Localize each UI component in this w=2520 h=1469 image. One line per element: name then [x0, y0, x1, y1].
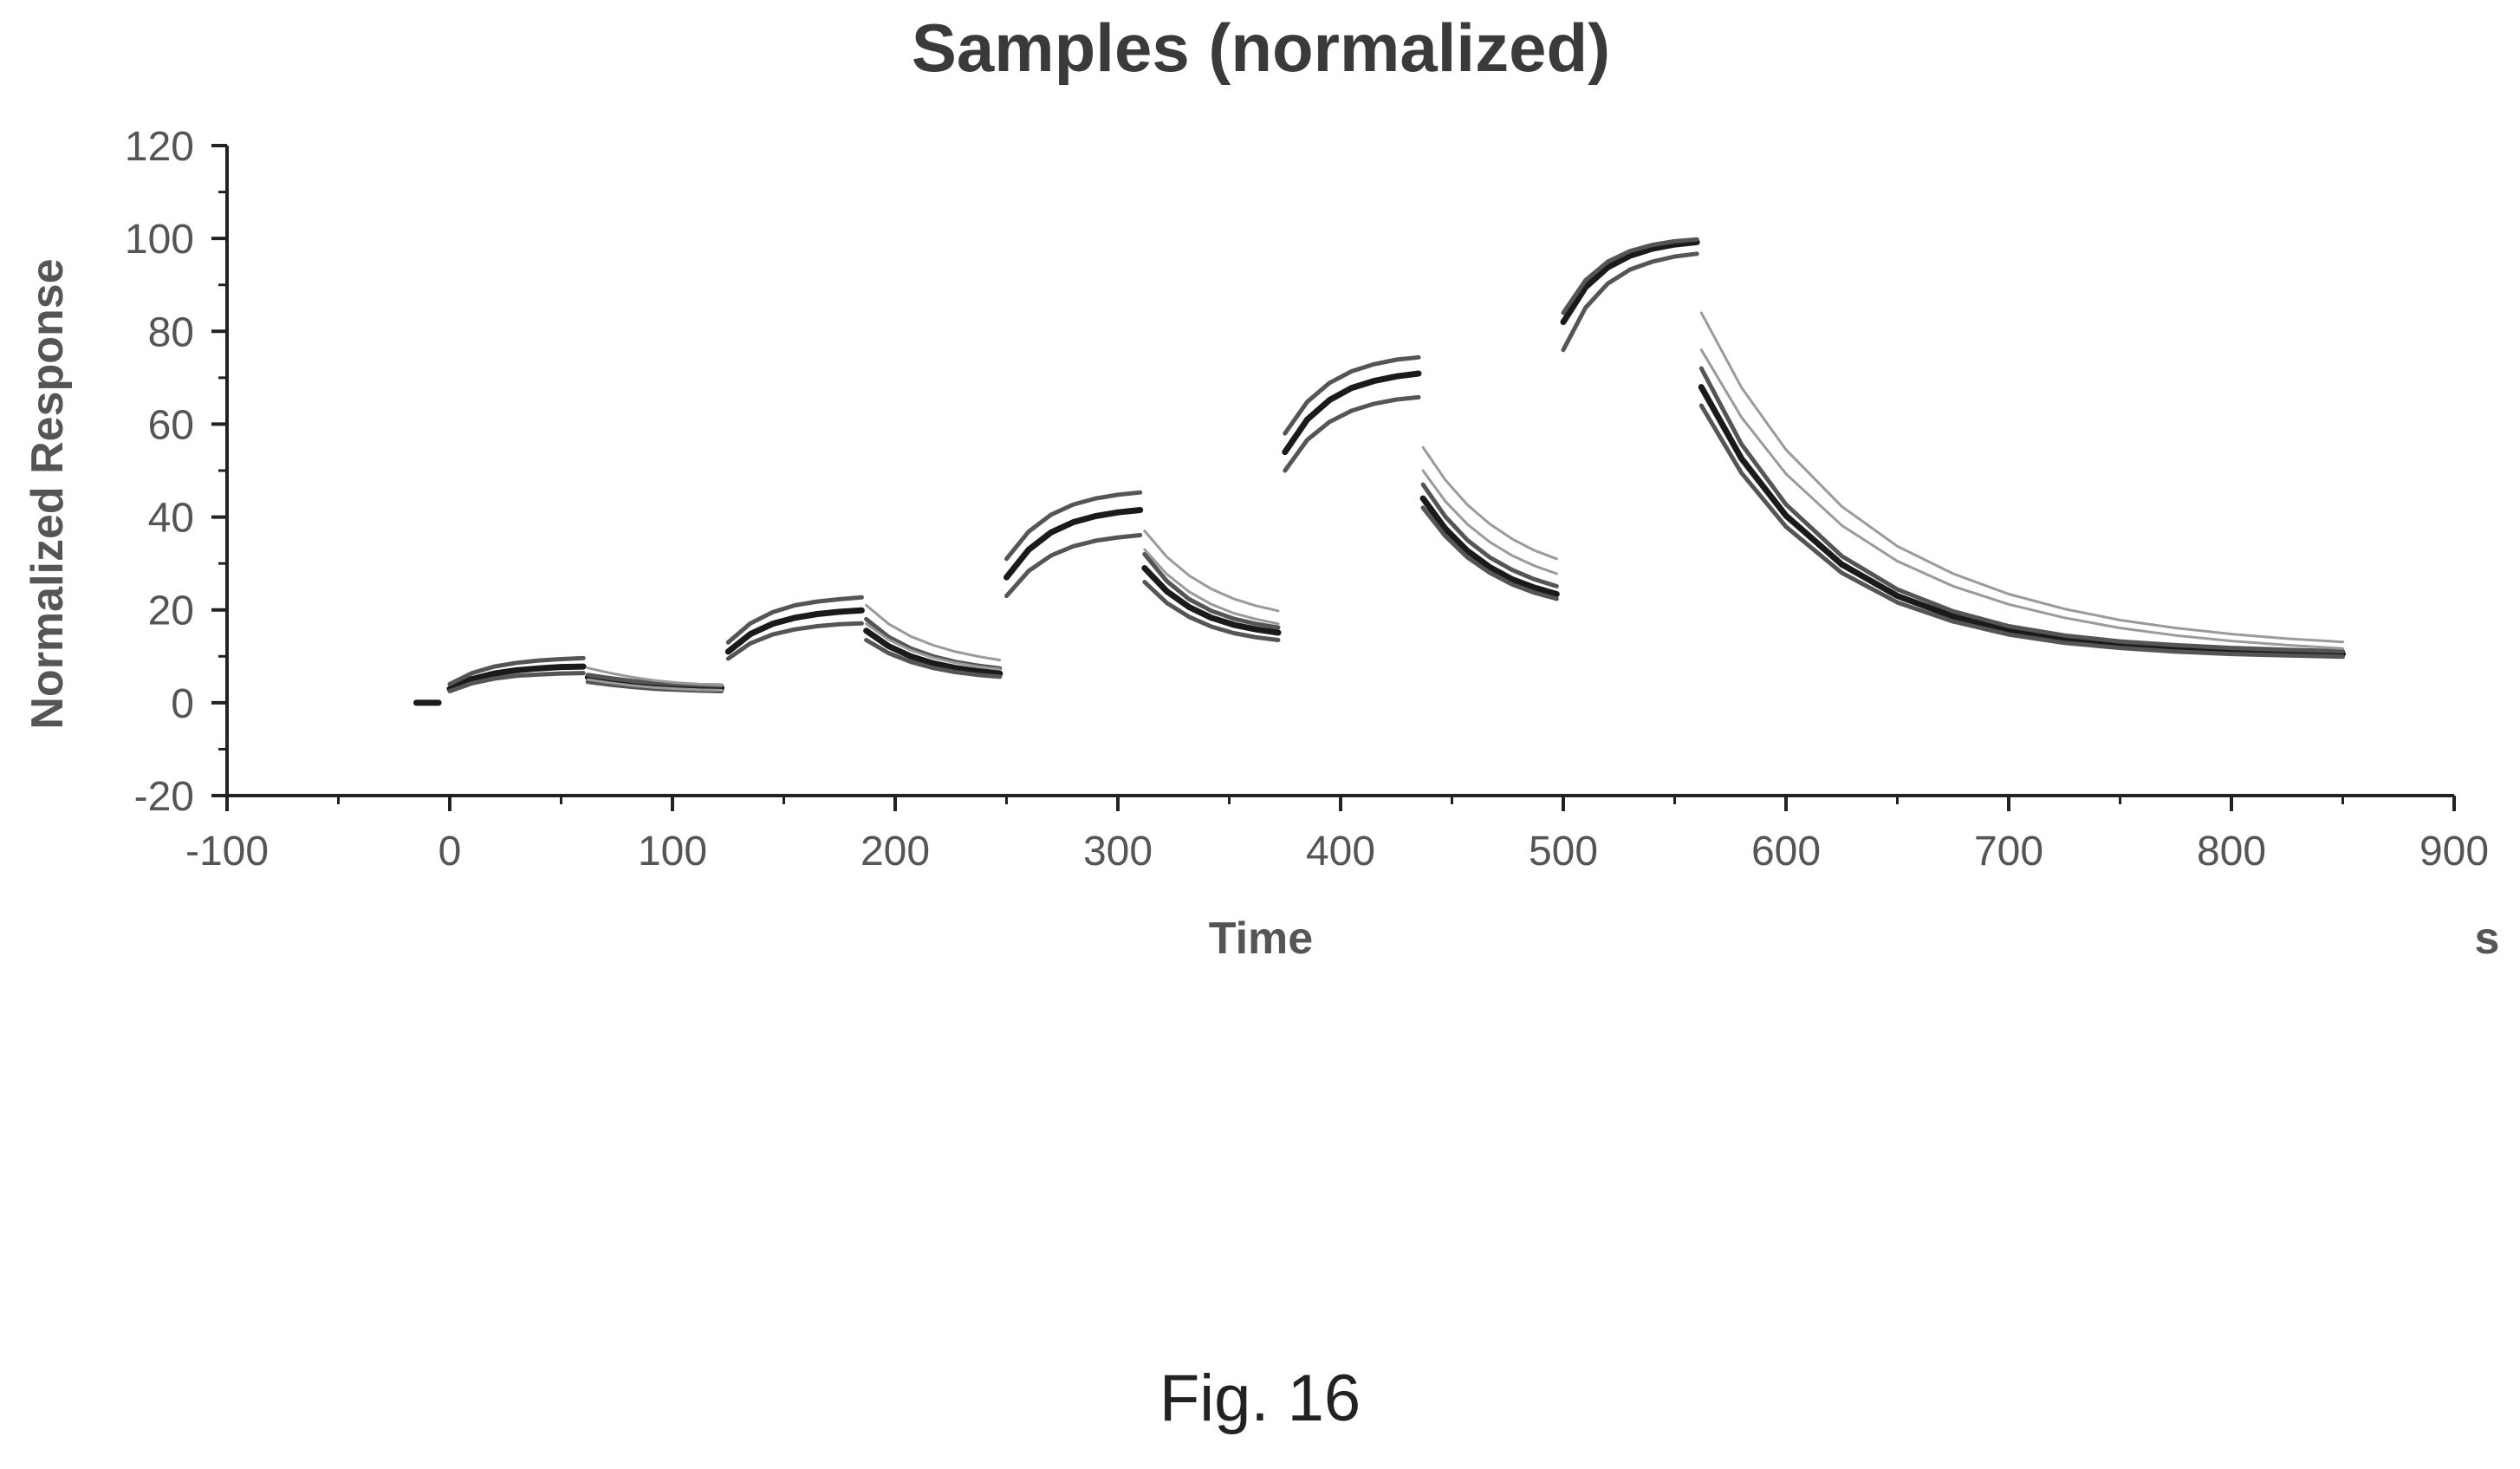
- x-axis-unit: s: [2475, 913, 2500, 964]
- series-1-segment-7: [1141, 565, 1282, 636]
- series-4-segment-2: [865, 603, 1002, 662]
- chart: Samples (normalized) -100 0 100 200 300 400 50…: [23, 10, 2500, 964]
- series-5-segment-3: [1143, 548, 1280, 626]
- series-3-segment-9: [1561, 251, 1699, 353]
- series-2-segment-8: [1420, 482, 1559, 588]
- series-4-segment-3: [1143, 530, 1280, 613]
- series-2-segment-5: [1004, 490, 1143, 562]
- x-tick-label: 300: [1083, 829, 1153, 874]
- series-5-segment-1: [586, 678, 723, 692]
- series-5-segment-4: [1421, 469, 1558, 575]
- series-2-segment-7: [1283, 354, 1421, 436]
- series-3-segment-4: [864, 638, 1003, 679]
- y-tick-label: 120: [125, 124, 194, 170]
- series-1-segment-9: [1419, 495, 1560, 597]
- series-3-segment-8: [1420, 505, 1559, 601]
- x-tick-label: 900: [2419, 829, 2489, 874]
- series-3: [447, 251, 2345, 693]
- series-1-segment-6: [1003, 507, 1144, 581]
- series-4-segment-5: [1699, 311, 2344, 644]
- series-2: [447, 237, 2345, 688]
- sensorgram-curves: [413, 237, 2346, 706]
- series-2-segment-6: [1142, 551, 1281, 630]
- series-2-segment-1: [447, 655, 586, 686]
- y-axis-label: Normalized Response: [23, 258, 73, 729]
- series-4: [586, 311, 2344, 686]
- series-3-segment-7: [1283, 394, 1421, 473]
- series-1-segment-3: [584, 673, 724, 692]
- series-1-segment-2: [446, 663, 587, 692]
- x-tick-label: 400: [1306, 829, 1375, 874]
- x-tick-label: 800: [2197, 829, 2266, 874]
- series-1-segment-8: [1282, 370, 1422, 456]
- figure-caption: Fig. 16: [1159, 1362, 1361, 1435]
- x-tick-label: 500: [1529, 829, 1598, 874]
- series-3-segment-10: [1698, 403, 2345, 660]
- chart-title: Samples (normalized): [912, 10, 1610, 86]
- x-tick-label: -100: [185, 829, 269, 874]
- x-tick-label: 200: [861, 829, 930, 874]
- series-5: [586, 348, 2344, 692]
- y-tick-label: 100: [125, 217, 194, 263]
- series-3-segment-5: [1004, 533, 1143, 599]
- series-4-segment-1: [586, 666, 723, 686]
- x-tick-label: 100: [638, 829, 707, 874]
- series-5-segment-5: [1699, 348, 2344, 650]
- x-tick-label: 0: [438, 829, 462, 874]
- series-1-segment-10: [1560, 238, 1700, 326]
- x-tick-label: 700: [1974, 829, 2043, 874]
- series-4-segment-4: [1421, 445, 1558, 561]
- y-tick-label: 80: [148, 309, 194, 355]
- series-1-segment-5: [863, 627, 1003, 677]
- x-axis-ticks: -100 0 100 200 300 400 500 600 700 800 900: [185, 796, 2489, 874]
- series-3-segment-1: [447, 671, 586, 693]
- series-2-segment-9: [1561, 237, 1699, 315]
- series-2-segment-3: [725, 595, 864, 645]
- y-tick-label: 40: [148, 496, 194, 542]
- y-axis-ticks: -20 0 20 40 60 80 100 120: [125, 124, 227, 820]
- series-1-segment-11: [1698, 384, 2346, 658]
- series-1-segment-4: [724, 607, 865, 655]
- series-2-segment-10: [1698, 366, 2345, 653]
- series-3-segment-6: [1142, 580, 1281, 642]
- x-axis-label: Time: [1209, 913, 1313, 964]
- axes: [225, 146, 2454, 797]
- y-tick-label: 20: [148, 588, 194, 634]
- y-tick-label: 60: [148, 402, 194, 448]
- x-tick-label: 600: [1751, 829, 1821, 874]
- series-1: [413, 238, 2346, 706]
- series-5-segment-2: [865, 622, 1002, 671]
- series-3-segment-3: [725, 621, 864, 661]
- y-tick-label: 0: [171, 681, 194, 727]
- y-tick-label: -20: [134, 774, 194, 820]
